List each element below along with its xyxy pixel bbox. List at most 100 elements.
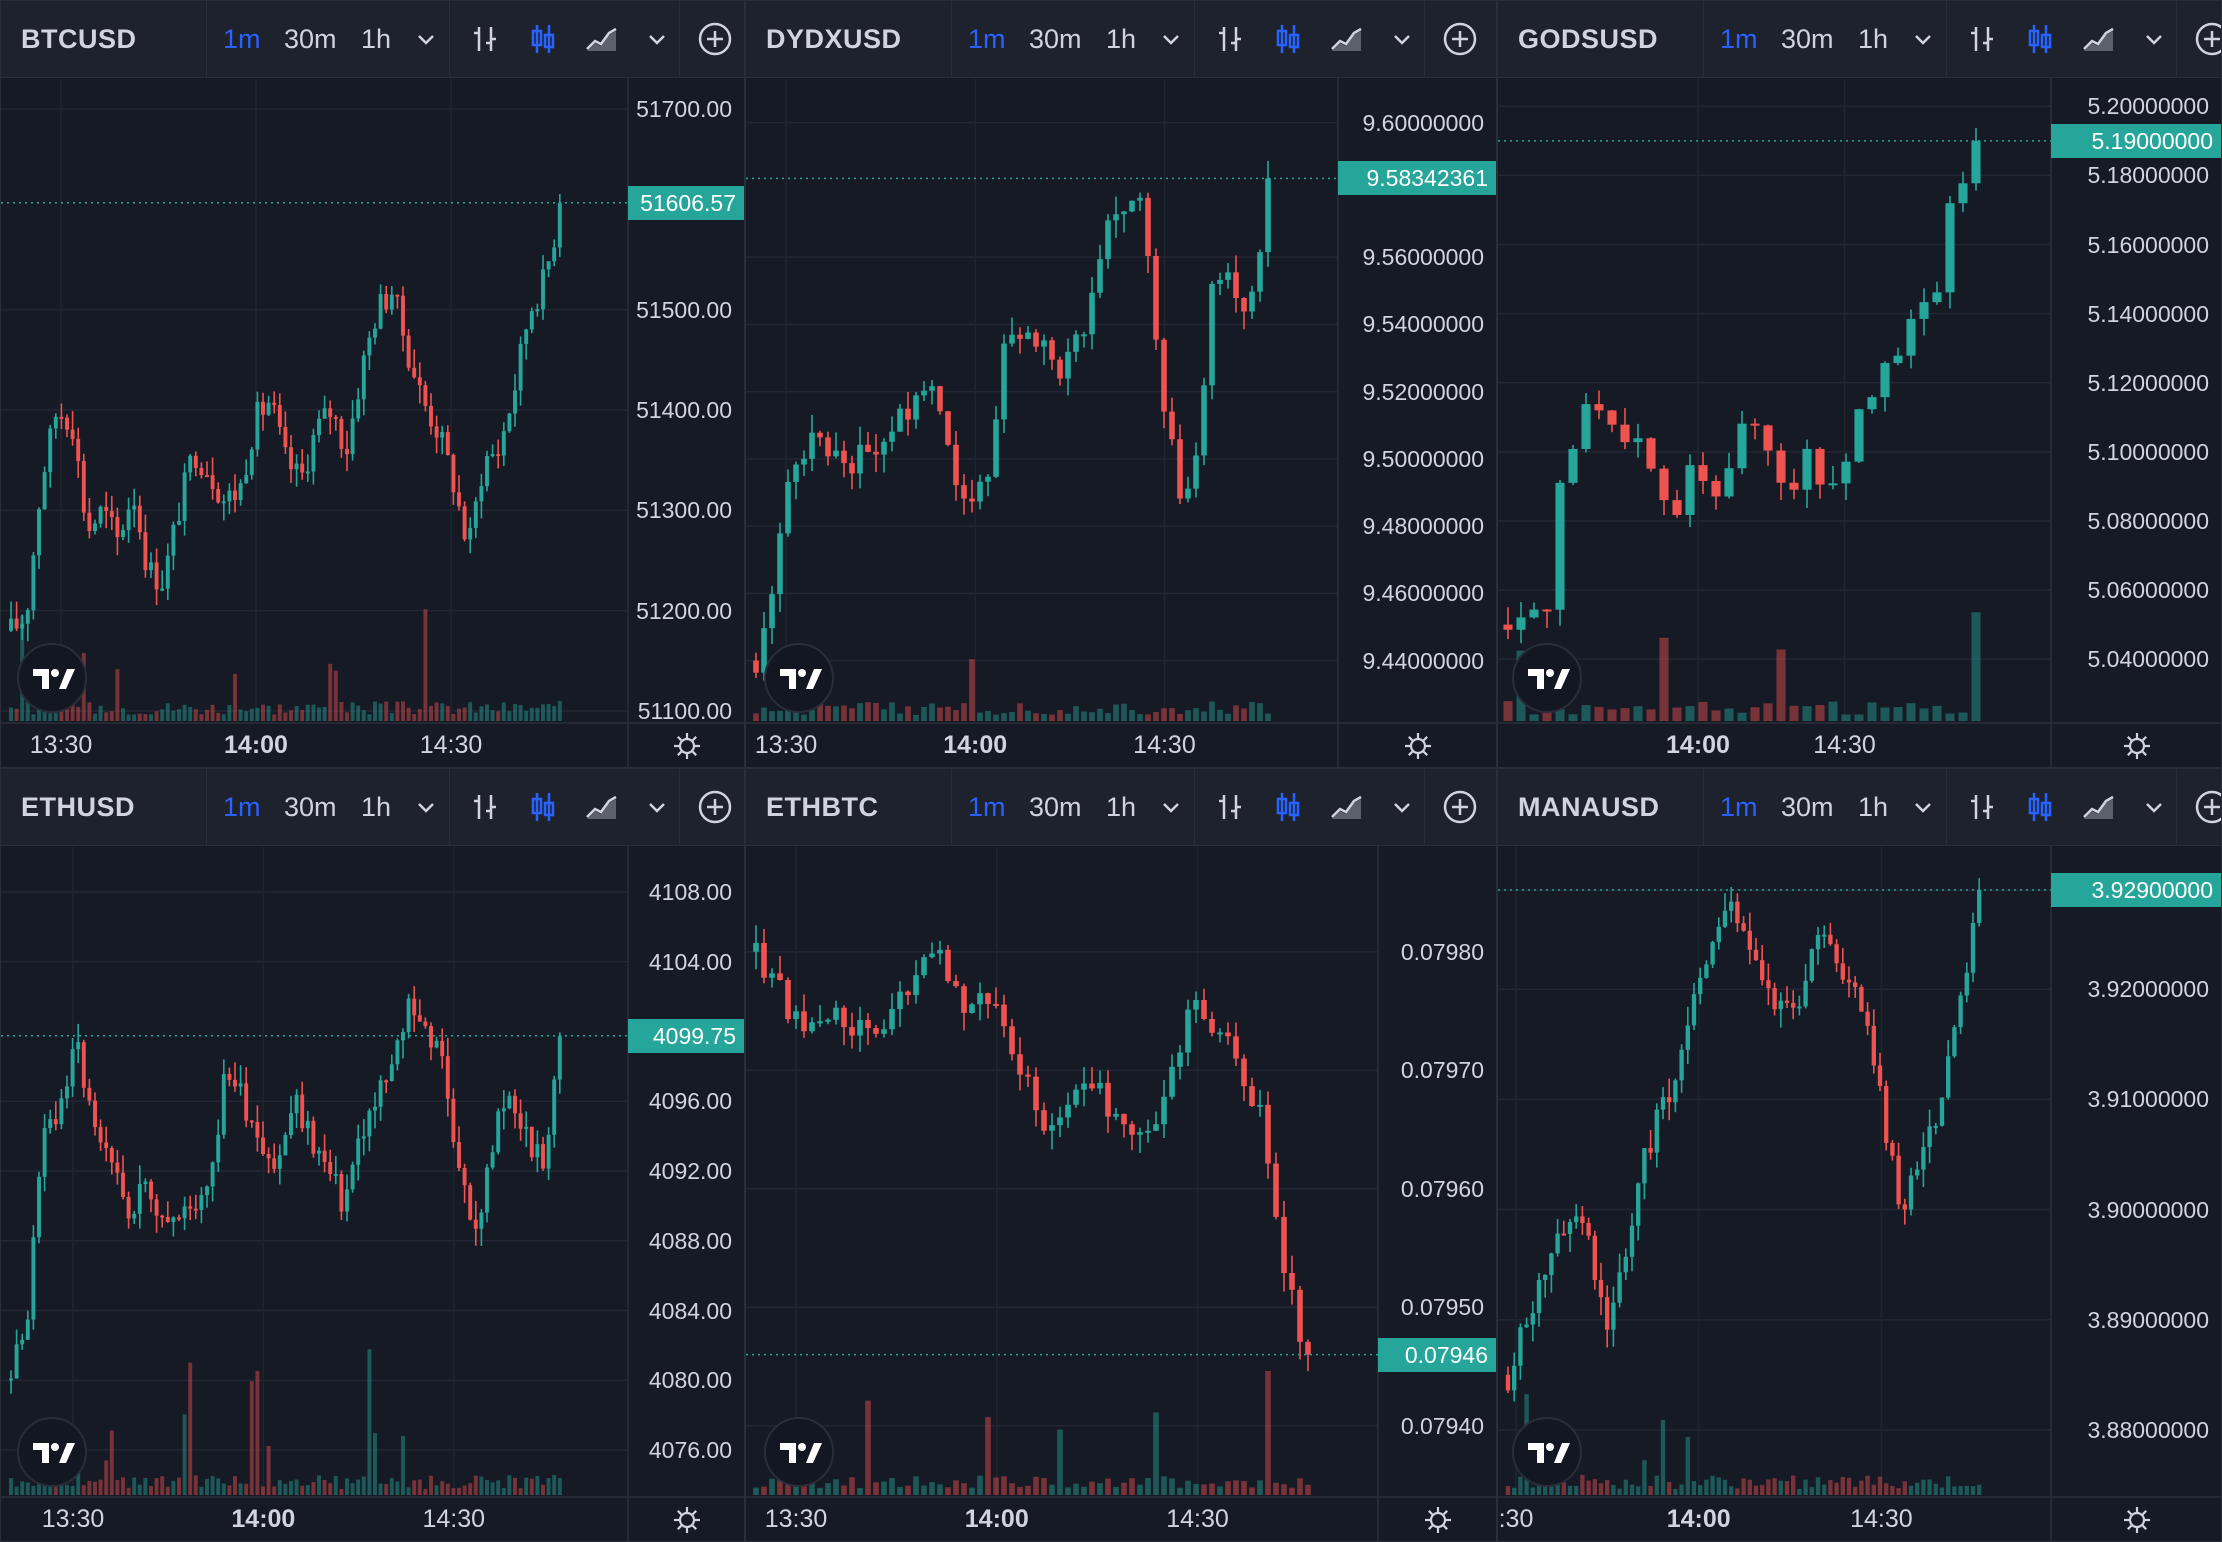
interval-button-1h[interactable]: 1h xyxy=(361,792,392,822)
interval-button-30m[interactable]: 30m xyxy=(1029,24,1082,54)
tradingview-logo[interactable] xyxy=(17,1417,87,1487)
settings-gear-icon[interactable] xyxy=(671,1504,703,1536)
candle-style-icon[interactable] xyxy=(525,789,561,825)
chevron-down-icon[interactable] xyxy=(2136,789,2172,825)
volume-bar xyxy=(412,1480,417,1495)
volume-bar xyxy=(171,1481,176,1495)
volume-bar xyxy=(193,1475,198,1495)
area-style-icon[interactable] xyxy=(2080,789,2116,825)
chart-canvas[interactable] xyxy=(1498,769,2222,1542)
chart-canvas[interactable] xyxy=(1498,1,2222,768)
chevron-down-icon[interactable] xyxy=(408,21,444,57)
settings-gear-icon[interactable] xyxy=(2121,730,2153,762)
volume-bar xyxy=(801,714,807,721)
price-axis-label: 5.04000000 xyxy=(2087,646,2209,673)
interval-button-1m[interactable]: 1m xyxy=(968,792,1006,822)
candle-style-icon[interactable] xyxy=(2022,21,2058,57)
interval-button-1h[interactable]: 1h xyxy=(1858,792,1889,822)
chevron-down-icon[interactable] xyxy=(1384,21,1420,57)
candle-style-icon[interactable] xyxy=(1270,21,1306,57)
settings-gear-icon[interactable] xyxy=(1402,730,1434,762)
candle xyxy=(1802,439,1812,509)
area-style-icon[interactable] xyxy=(1328,21,1364,57)
candle xyxy=(300,1081,305,1133)
settings-gear-icon[interactable] xyxy=(1422,1504,1454,1536)
interval-button-1h[interactable]: 1h xyxy=(1106,24,1137,54)
volume-bar xyxy=(1057,709,1063,721)
chevron-down-icon[interactable] xyxy=(1905,21,1941,57)
add-icon[interactable] xyxy=(697,789,733,825)
area-style-icon[interactable] xyxy=(583,789,619,825)
symbol-search-button[interactable]: ETHBTC xyxy=(766,792,879,822)
chevron-down-icon[interactable] xyxy=(2136,21,2172,57)
add-icon[interactable] xyxy=(1442,21,1478,57)
chevron-down-icon[interactable] xyxy=(1384,789,1420,825)
area-style-icon[interactable] xyxy=(2080,21,2116,57)
volume-bar xyxy=(283,712,288,721)
add-icon[interactable] xyxy=(1442,789,1478,825)
interval-button-1m[interactable]: 1m xyxy=(1720,792,1758,822)
symbol-search-button[interactable]: BTCUSD xyxy=(21,24,137,54)
interval-button-30m[interactable]: 30m xyxy=(284,792,337,822)
symbol-search-button[interactable]: MANAUSD xyxy=(1518,792,1660,822)
price-axis-label: 5.14000000 xyxy=(2087,300,2209,327)
symbol-search-button[interactable]: GODSUSD xyxy=(1518,24,1659,54)
tradingview-logo[interactable] xyxy=(1512,1417,1582,1487)
interval-button-30m[interactable]: 30m xyxy=(1781,792,1834,822)
bar-style-icon[interactable] xyxy=(1964,789,2000,825)
chevron-down-icon[interactable] xyxy=(1153,789,1189,825)
candle-style-icon[interactable] xyxy=(2022,789,2058,825)
tradingview-logo[interactable] xyxy=(764,1417,834,1487)
chevron-down-icon[interactable] xyxy=(639,21,675,57)
candle xyxy=(479,1208,484,1247)
chart-canvas[interactable] xyxy=(1,769,745,1542)
candle-style-icon[interactable] xyxy=(525,21,561,57)
bar-style-icon[interactable] xyxy=(467,21,503,57)
volume-bar xyxy=(1753,1485,1759,1495)
candle xyxy=(769,585,775,644)
volume-bar xyxy=(507,711,512,721)
volume-bar xyxy=(1065,1487,1071,1495)
interval-button-1h[interactable]: 1h xyxy=(1106,792,1137,822)
interval-button-1m[interactable]: 1m xyxy=(223,24,261,54)
chevron-down-icon[interactable] xyxy=(408,789,444,825)
chevron-down-icon[interactable] xyxy=(1905,789,1941,825)
candle xyxy=(1225,263,1231,289)
interval-button-1m[interactable]: 1m xyxy=(223,792,261,822)
bar-style-icon[interactable] xyxy=(1964,21,2000,57)
interval-button-1h[interactable]: 1h xyxy=(361,24,392,54)
bar-style-icon[interactable] xyxy=(1212,789,1248,825)
volume-bar xyxy=(1555,1481,1560,1495)
symbol-search-button[interactable]: DYDXUSD xyxy=(766,24,902,54)
chevron-down-icon[interactable] xyxy=(1153,21,1189,57)
volume-bar xyxy=(305,1485,310,1495)
volume-bar xyxy=(1946,1476,1951,1495)
candle-style-icon[interactable] xyxy=(1270,789,1306,825)
settings-gear-icon[interactable] xyxy=(2121,1504,2153,1536)
area-style-icon[interactable] xyxy=(1328,789,1364,825)
interval-button-30m[interactable]: 30m xyxy=(1029,792,1082,822)
symbol-search-button[interactable]: ETHUSD xyxy=(21,792,136,822)
area-style-icon[interactable] xyxy=(583,21,619,57)
add-icon[interactable] xyxy=(2194,789,2221,825)
settings-gear-icon[interactable] xyxy=(671,730,703,762)
add-icon[interactable] xyxy=(697,21,733,57)
tradingview-logo[interactable] xyxy=(1512,643,1582,713)
bar-style-icon[interactable] xyxy=(467,789,503,825)
interval-button-30m[interactable]: 30m xyxy=(1781,24,1834,54)
tradingview-logo[interactable] xyxy=(764,643,834,713)
volume-bar xyxy=(305,704,310,721)
chevron-down-icon[interactable] xyxy=(639,789,675,825)
tradingview-logo[interactable] xyxy=(17,643,87,713)
bar-style-icon[interactable] xyxy=(1212,21,1248,57)
interval-button-1m[interactable]: 1m xyxy=(1720,24,1758,54)
chart-canvas[interactable] xyxy=(1,1,745,768)
candle xyxy=(825,431,831,466)
candle xyxy=(305,1110,310,1145)
chart-canvas[interactable] xyxy=(746,769,1497,1542)
interval-button-1m[interactable]: 1m xyxy=(968,24,1006,54)
candle xyxy=(445,1037,450,1117)
interval-button-30m[interactable]: 30m xyxy=(284,24,337,54)
interval-button-1h[interactable]: 1h xyxy=(1858,24,1889,54)
add-icon[interactable] xyxy=(2194,21,2221,57)
